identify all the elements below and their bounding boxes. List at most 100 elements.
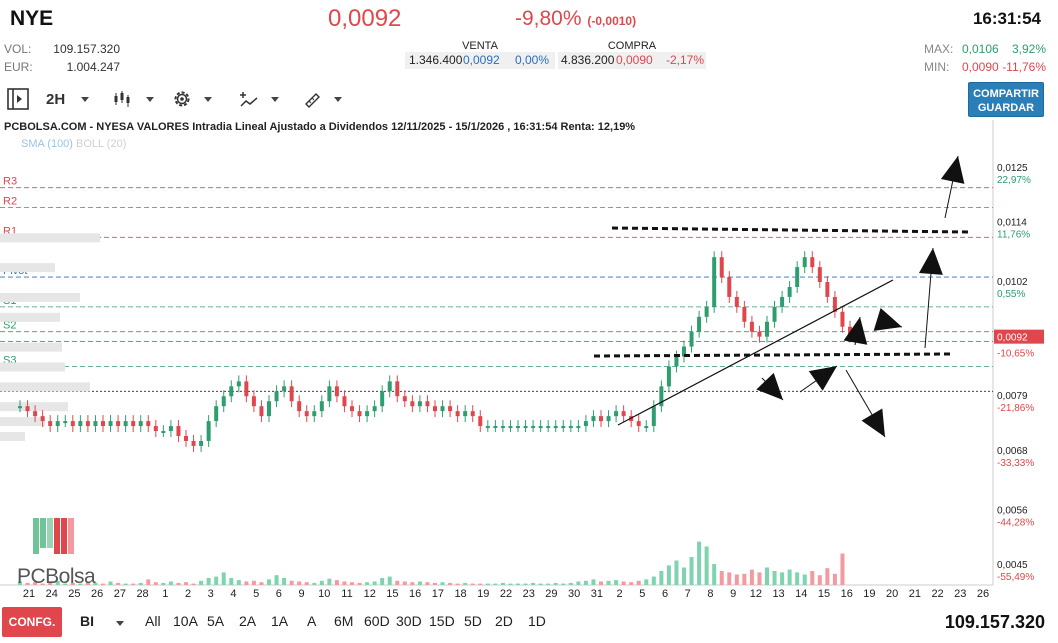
candle-body [765,321,769,337]
sma-indicator-label[interactable]: SMA (100) [21,138,73,150]
buy-percent: -2,17% [666,53,705,67]
candle-body [478,416,483,427]
candle-body [372,406,377,412]
volume-bar [704,546,709,585]
settings-dropdown[interactable] [171,86,212,112]
volume-bar [70,582,75,585]
x-tick-label: 19 [477,588,489,600]
config-button[interactable]: CONFG. [2,607,62,637]
candle-body [357,411,362,417]
candle-body [251,396,256,407]
candle-body [387,381,392,392]
x-tick-label: 22 [931,588,943,600]
candle-body [674,356,679,367]
interval-dropdown[interactable]: 2H [46,86,90,112]
candle-body [168,426,173,432]
panel-toggle-icon [7,88,29,110]
candle-body [568,426,573,429]
volume-bar [350,582,354,585]
candle-body [817,267,822,283]
range-30d[interactable]: 30D [396,613,422,629]
range-60d[interactable]: 60D [364,613,390,629]
arrow-head [940,156,965,184]
volume-bar [48,582,53,585]
volume-bar [93,582,98,585]
indicators-dropdown[interactable] [238,86,279,112]
share-save-button[interactable]: COMPARTIR GUARDAR [968,82,1044,117]
candle-body [644,426,649,429]
volume-bar [282,578,287,585]
range-all[interactable]: All [145,613,161,629]
chart-title: PCBOLSA.COM - NYESA VALORES Intradia Lin… [4,121,636,133]
candle-body [33,411,38,417]
volume-bar [168,581,173,585]
x-tick-label: 13 [772,588,784,600]
range-2d[interactable]: 2D [495,613,513,629]
mode-dropdown[interactable]: BI [80,613,124,629]
volume-bar [757,572,762,585]
x-tick-label: 12 [364,588,376,600]
range-15d[interactable]: 15D [429,613,455,629]
volume-bar [765,567,769,585]
change-percent: -9,80% [515,7,582,30]
candle-body [199,440,204,446]
candle-body [116,421,121,427]
volume-bar [25,582,30,585]
candle-body [282,386,287,392]
sell-quote[interactable]: 1.346.400 0,0092 0,00% [405,52,555,69]
boll-indicator-label[interactable]: BOLL (20) [76,138,127,150]
chevron-down-icon [81,96,90,102]
range-1d[interactable]: 1D [528,613,546,629]
buy-quote[interactable]: 4.836.200 0,0090 -2,17% [558,52,706,69]
volume-bar [131,583,136,585]
volume-bar [463,582,468,585]
volume-bar [659,571,664,585]
range-a[interactable]: A [307,613,317,629]
candle-body [516,426,520,429]
volume-bar [636,580,641,585]
candle-body [101,421,105,427]
volume-bar [448,582,453,585]
eur-value: 1.004.247 [66,60,120,74]
candle-body [621,411,626,417]
candle-body [297,401,302,412]
candle-body [719,257,724,278]
volume-bar [621,581,626,585]
chart-type-dropdown[interactable] [112,86,154,112]
range-2a[interactable]: 2A [239,613,257,629]
range-10a[interactable]: 10A [173,613,198,629]
x-tick-label: 16 [409,588,421,600]
candle-body [131,421,136,427]
candle-body [93,421,98,427]
volume-bar [312,582,317,585]
candle-body [214,406,219,422]
volume-bar [176,582,181,585]
trendline-drawing [617,279,894,426]
x-tick-label: 31 [591,588,603,600]
volume-bar [251,580,256,585]
min-stat: MIN: 0,0090 -11,76% [924,60,1046,75]
candle-body [40,416,45,422]
logo-block [68,518,74,554]
volume-bar [33,582,38,585]
y-tick-label: 0,0102 [997,277,1028,288]
volume-bar [500,582,505,585]
ruler-pencil-icon [305,93,320,108]
candle-body [802,257,807,268]
last-price-tag-label: 0,0092 [997,333,1028,344]
candle-body [236,381,241,387]
candle-body [244,381,249,397]
drawing-tools-dropdown[interactable] [303,86,342,112]
range-5d[interactable]: 5D [464,613,482,629]
volume-bar [614,580,619,585]
range-5a[interactable]: 5A [207,613,225,629]
range-1a[interactable]: 1A [271,613,289,629]
y-tick-label: 0,0079 [997,391,1028,402]
x-tick-label: 21 [909,588,921,600]
arrow-head [873,307,902,331]
range-6m[interactable]: 6M [334,613,354,629]
sidebar-toggle-button[interactable] [6,86,30,112]
candle-body [417,401,422,407]
sell-percent: 0,00% [515,53,550,67]
